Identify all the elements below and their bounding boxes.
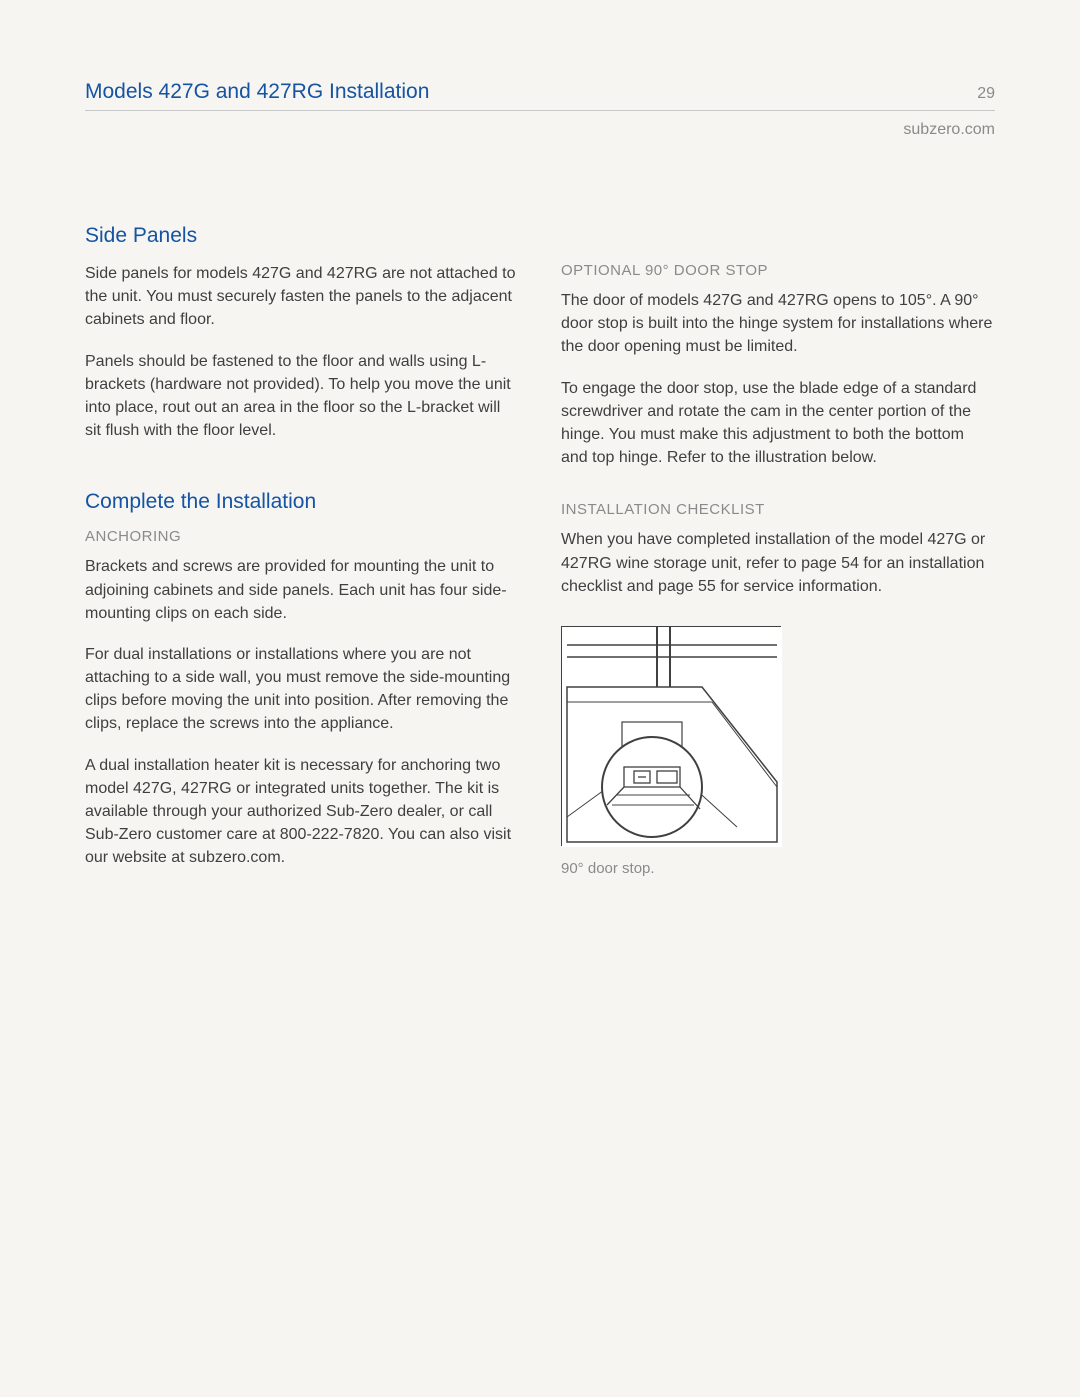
- anchoring-subhead: ANCHORING: [85, 528, 519, 545]
- figure-caption: 90° door stop.: [561, 860, 995, 877]
- page-header: Models 427G and 427RG Installation 29: [85, 80, 995, 111]
- header-title: Models 427G and 427RG Installation: [85, 80, 429, 104]
- anchoring-p1: Brackets and screws are provided for mou…: [85, 555, 519, 625]
- doorstop-p2: To engage the door stop, use the blade e…: [561, 377, 995, 470]
- checklist-p1: When you have completed installation of …: [561, 528, 995, 598]
- doorstop-subhead: OPTIONAL 90° DOOR STOP: [561, 262, 995, 279]
- anchoring-p3: A dual installation heater kit is necess…: [85, 754, 519, 870]
- figure-wrap: 90° door stop.: [561, 626, 995, 877]
- checklist-subhead: INSTALLATION CHECKLIST: [561, 501, 995, 518]
- side-panels-p2: Panels should be fastened to the floor a…: [85, 350, 519, 443]
- doorstop-figure: [561, 626, 781, 846]
- right-column: OPTIONAL 90° DOOR STOP The door of model…: [561, 224, 995, 888]
- side-panels-p1: Side panels for models 427G and 427RG ar…: [85, 262, 519, 332]
- page-number: 29: [977, 85, 995, 103]
- complete-installation-heading: Complete the Installation: [85, 490, 519, 514]
- side-panels-heading: Side Panels: [85, 224, 519, 248]
- anchoring-p2: For dual installations or installations …: [85, 643, 519, 736]
- site-url: subzero.com: [85, 121, 995, 139]
- doorstop-p1: The door of models 427G and 427RG opens …: [561, 289, 995, 359]
- left-column: Side Panels Side panels for models 427G …: [85, 224, 519, 888]
- content-columns: Side Panels Side panels for models 427G …: [85, 224, 995, 888]
